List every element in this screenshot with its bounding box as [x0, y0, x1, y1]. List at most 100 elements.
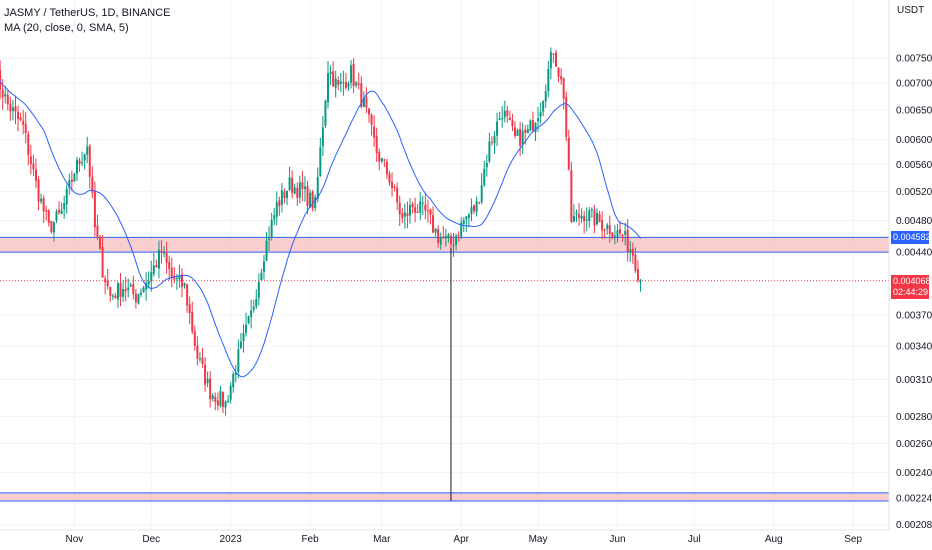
symbol-title[interactable]: JASMY / TetherUS, 1D, BINANCE [4, 7, 171, 19]
candle-body [552, 53, 555, 55]
candle-body [116, 283, 119, 300]
candle-body [191, 311, 194, 332]
candle-body [337, 79, 340, 85]
candle-body [111, 295, 114, 297]
candle-body [393, 186, 396, 188]
candle-body [380, 157, 383, 162]
candle-body [306, 186, 309, 206]
candle-body [593, 209, 596, 226]
candle-body [514, 127, 517, 137]
candle-body [63, 203, 66, 210]
candle-body [280, 190, 283, 205]
candle-body [616, 230, 619, 237]
candle-body [478, 202, 481, 204]
candle-body [106, 280, 109, 286]
candle-body [24, 124, 27, 134]
candle-body [283, 191, 286, 198]
candle-body [542, 101, 545, 112]
candle-body [575, 212, 578, 215]
time-tick-label: Aug [765, 534, 783, 545]
candle-body [91, 176, 94, 193]
candle-body [483, 168, 486, 186]
annotation-lines [0, 248, 889, 502]
time-tick-label: May [529, 534, 548, 545]
candle-body [134, 293, 137, 303]
candle-body [93, 191, 96, 228]
candle-body [493, 136, 496, 144]
candle-body [291, 178, 294, 193]
candle-body [165, 252, 168, 263]
time-axis[interactable]: Nov Dec 2023 Feb Mar Apr May Jun Jul Aug Sep [66, 534, 863, 545]
candle-body [350, 65, 353, 83]
candle-body [81, 162, 84, 164]
candle-body [186, 284, 189, 306]
time-tick-label: 2023 [220, 534, 243, 545]
candle-body [373, 126, 376, 138]
candle-body [362, 97, 365, 107]
candle-body [388, 173, 391, 183]
candle-body [590, 208, 593, 211]
candle-body [242, 333, 245, 342]
candle-body [198, 358, 201, 360]
candle-body [6, 94, 9, 105]
candle-body [245, 324, 248, 333]
candle-body [611, 232, 614, 238]
time-tick-label: Nov [66, 534, 84, 545]
candle-body [442, 236, 445, 239]
candle-body [17, 111, 20, 120]
candle-body [603, 229, 606, 231]
candle-body [554, 52, 557, 67]
candle-body [613, 235, 616, 237]
candle-body [168, 261, 171, 269]
candle-body [70, 179, 73, 182]
grid-lines [0, 0, 889, 530]
candle-body [544, 91, 547, 102]
time-tick-label: Feb [301, 534, 319, 545]
candle-body [455, 235, 458, 245]
candle-body [224, 401, 227, 408]
indicator-label[interactable]: MA (20, close, 0, SMA, 5) [4, 22, 129, 34]
candle-body [598, 214, 601, 222]
candle-body [467, 214, 470, 218]
candle-body [183, 283, 186, 286]
candle-body [572, 215, 575, 222]
candle-body [416, 211, 419, 213]
candle-body [406, 213, 409, 217]
candle-body [321, 127, 324, 147]
candle-body [537, 118, 540, 122]
candle-body [99, 236, 102, 249]
candle-body [511, 120, 514, 127]
candle-body [547, 69, 550, 91]
candle-body [145, 282, 148, 290]
candle-body [585, 219, 588, 221]
candle-body [408, 205, 411, 216]
candle-body [193, 331, 196, 346]
currency-label[interactable]: USDT [897, 5, 925, 16]
candle-body [327, 73, 330, 103]
candle-body [234, 372, 237, 376]
candle-body [152, 265, 155, 274]
candle-body [534, 122, 537, 133]
candle-body [247, 316, 250, 324]
candle-body [237, 349, 240, 372]
candle-body [214, 396, 217, 402]
candle-body [539, 111, 542, 117]
candle-body [549, 51, 552, 69]
candle-body [437, 229, 440, 243]
candle-body [109, 287, 112, 296]
candle-body [311, 191, 314, 209]
chart-legend: JASMY / TetherUS, 1D, BINANCE MA (20, cl… [4, 6, 170, 36]
candle-body [219, 390, 222, 406]
candle-body [519, 128, 522, 146]
candle-body [188, 304, 191, 314]
candle-body [278, 200, 281, 207]
candle-body [608, 225, 611, 235]
candle-body [19, 117, 22, 121]
